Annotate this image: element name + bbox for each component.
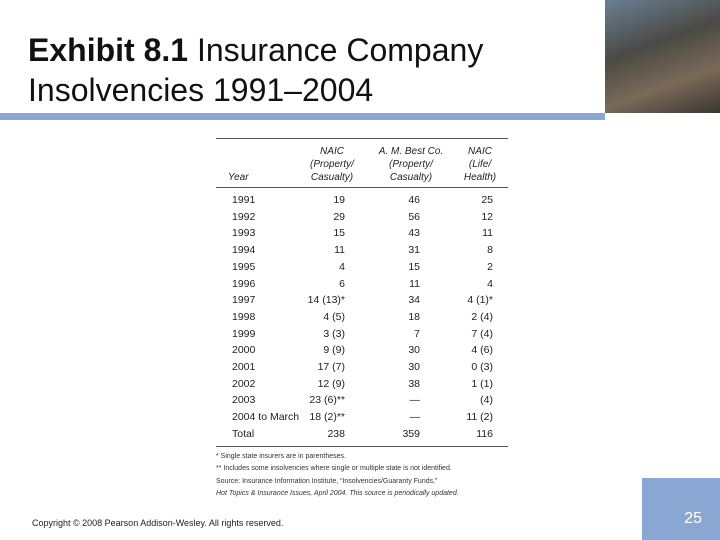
table-cell: 6 [339, 277, 345, 290]
table-cell: 29 [333, 210, 345, 223]
column-header: Health) [463, 172, 497, 183]
table-cell: 4 [487, 277, 493, 290]
table-cell: 18 [408, 310, 420, 323]
footnote: Hot Topics & Insurance Issues, April 200… [216, 489, 459, 497]
footnote: Source: Insurance Information Institute,… [216, 478, 438, 485]
table-cell: 2003 [232, 394, 256, 407]
table-cell: 11 [409, 277, 420, 290]
table-cell: 116 [476, 427, 493, 440]
table-cell: 4 [339, 260, 345, 273]
table-cell: 2000 [232, 344, 256, 357]
title-bold: Exhibit 8.1 [28, 32, 189, 68]
table-cell: 2004 to March [232, 411, 300, 424]
column-header: (Life/ [468, 159, 492, 170]
column-header: (Property/ [389, 159, 433, 170]
column-header: NAIC [320, 146, 344, 157]
footnote: ** Includes some insolvencies where sing… [216, 464, 452, 472]
table-cell: 359 [402, 427, 420, 440]
table-cell: 56 [408, 210, 420, 223]
table-cell: 14 (13)* [307, 294, 345, 307]
page-number: 25 [684, 510, 702, 527]
table-cell: 15 [408, 260, 420, 273]
copyright: Copyright © 2008 Pearson Addison-Wesley.… [32, 518, 284, 528]
table-cell: 4 (6) [471, 344, 493, 357]
table-cell: 46 [408, 194, 420, 206]
table-cell: 4 (1)* [467, 294, 493, 307]
page-box: 25 [642, 478, 720, 540]
table-cell: 3 (3) [323, 327, 345, 340]
table-cell: 2002 [232, 377, 256, 390]
footnote: * Single state insurers are in parenthes… [216, 453, 346, 460]
table-cell: 43 [408, 227, 420, 240]
table-cell: 11 [334, 244, 345, 257]
table-cell: 1991 [232, 194, 256, 206]
table-rule [216, 446, 508, 447]
table-cell: 34 [408, 294, 420, 307]
table-cell: 2001 [232, 361, 256, 373]
table-cell: 12 (9) [317, 377, 345, 390]
table-cell: — [409, 394, 421, 407]
column-header: NAIC [468, 146, 492, 157]
table-rule [216, 138, 508, 139]
table-cell: — [409, 411, 421, 424]
accent-bar [0, 113, 605, 120]
table-cell: 11 (2) [466, 411, 493, 424]
column-header: (Property/ [310, 159, 354, 170]
table-cell: 30 [408, 344, 420, 357]
table-cell: 23 (6)** [309, 394, 345, 407]
table-cell: 7 (4) [471, 327, 493, 340]
table-cell: 1998 [232, 310, 256, 323]
column-header: Year [228, 172, 249, 183]
table-cell: 1993 [232, 227, 256, 240]
table-cell: 11 [482, 227, 493, 240]
table-cell: 1994 [232, 244, 256, 257]
table-cell: 1995 [232, 260, 256, 273]
column-header: A. M. Best Co. [378, 146, 444, 157]
table-cell: 12 [481, 210, 493, 223]
table-cell: 1999 [232, 327, 256, 340]
table-cell: Total [232, 427, 255, 440]
table-cell: 31 [408, 244, 420, 257]
table-cell: 4 (5) [323, 310, 345, 323]
table-cell: 238 [327, 427, 345, 440]
slide-title: Exhibit 8.1 Insurance Company Insolvenci… [28, 30, 588, 110]
table-cell: 9 (9) [323, 344, 345, 357]
table-cell: 2 [487, 260, 493, 273]
table-cell: 0 (3) [471, 361, 493, 373]
column-header: Casualty) [389, 172, 433, 183]
table-cell: 38 [408, 377, 420, 390]
table-cell: (4) [480, 394, 493, 407]
table-cell: 19 [333, 194, 345, 206]
table-rule [216, 187, 508, 188]
column-header: Casualty) [310, 172, 354, 183]
table-cell: 2 (4) [471, 310, 493, 323]
table-cell: 18 (2)** [309, 411, 345, 424]
table-cell: 17 (7) [317, 361, 345, 373]
table-cell: 8 [487, 244, 493, 257]
table-cell: 1992 [232, 210, 256, 223]
table-cell: 1996 [232, 277, 256, 290]
title-text: Insurance Company Insolvencies 1991–2004 [28, 32, 484, 108]
table-cell: 30 [408, 361, 420, 373]
table-cell: 7 [414, 327, 420, 340]
table-cell: 15 [333, 227, 345, 240]
photo [605, 0, 720, 113]
table-cell: 1 (1) [471, 377, 493, 390]
table-cell: 1997 [232, 294, 256, 307]
table-cell: 25 [481, 194, 493, 206]
